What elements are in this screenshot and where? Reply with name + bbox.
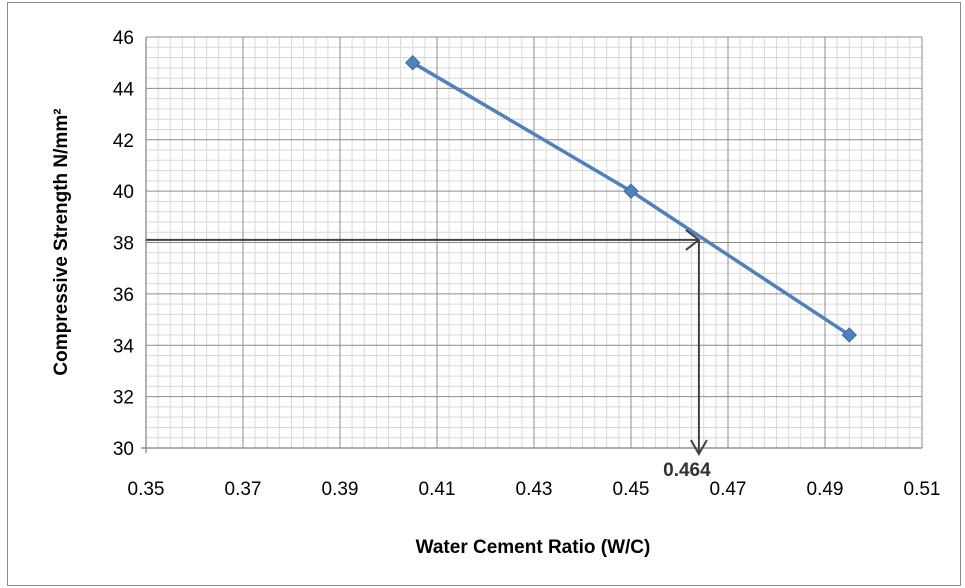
y-axis-title: Compressive Strength N/mm² — [51, 108, 72, 375]
x-tick-label: 0.45 — [613, 479, 650, 500]
y-tick-label: 46 — [113, 28, 134, 49]
y-tick-label: 42 — [113, 131, 134, 152]
x-tick-label: 0.39 — [322, 479, 359, 500]
x-tick-label: 0.35 — [128, 479, 165, 500]
x-tick-label: 0.47 — [710, 479, 747, 500]
y-tick-label: 36 — [113, 285, 134, 306]
y-tick-label: 30 — [113, 439, 134, 460]
y-tick-label: 34 — [113, 336, 135, 357]
annotation-layer: 0.464 — [146, 229, 711, 481]
vertical-arrowhead — [690, 439, 708, 457]
data-point-marker — [841, 327, 857, 343]
y-tick-label: 44 — [113, 79, 135, 100]
x-tick-label: 0.49 — [807, 479, 844, 500]
data-point-marker — [623, 183, 639, 199]
annotation-label: 0.464 — [663, 460, 711, 481]
x-tick-label: 0.51 — [904, 479, 941, 500]
grid — [141, 36, 923, 453]
x-axis-title: Water Cement Ratio (W/C) — [416, 537, 651, 558]
series-layer — [405, 54, 857, 343]
y-tick-label: 38 — [113, 234, 134, 255]
data-point-marker — [405, 54, 421, 71]
x-tick-label: 0.37 — [225, 479, 262, 500]
x-axis-ticks: 0.35 0.37 0.39 0.41 0.43 0.45 0.47 0.49 0.51 — [128, 479, 941, 500]
x-tick-label: 0.41 — [419, 479, 456, 500]
x-tick-label: 0.43 — [516, 479, 553, 500]
y-axis-ticks: 30 32 34 36 38 40 42 44 46 — [113, 28, 135, 460]
y-tick-label: 40 — [113, 182, 134, 203]
y-tick-label: 32 — [113, 388, 134, 409]
